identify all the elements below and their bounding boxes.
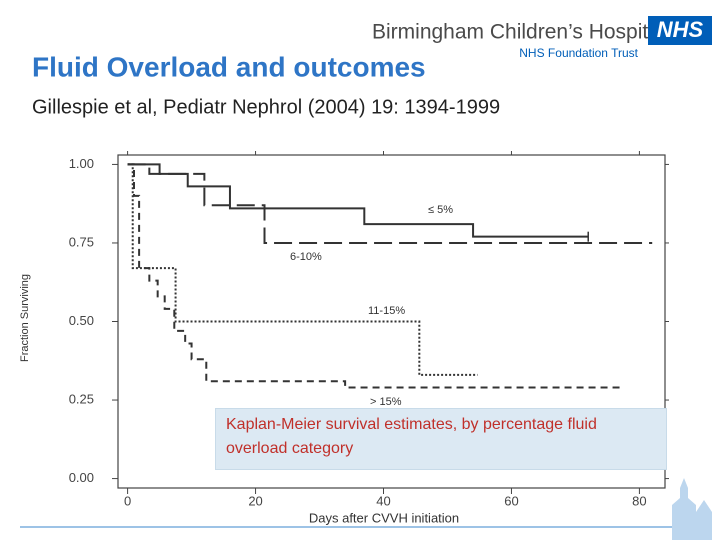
series-label: ≤ 5% xyxy=(428,204,453,216)
hospital-icon xyxy=(672,478,712,540)
y-tick-label: 1.00 xyxy=(69,156,94,171)
y-tick-label: 0.50 xyxy=(69,313,94,328)
y-tick-label: 0.25 xyxy=(69,391,94,406)
y-axis-label: Fraction Surviving xyxy=(19,274,31,362)
survival-curve xyxy=(127,163,589,238)
y-tick-label: 0.00 xyxy=(69,470,94,485)
slide-title: Fluid Overload and outcomes xyxy=(32,51,426,82)
series-label: > 15% xyxy=(370,396,402,408)
x-tick-label: 60 xyxy=(504,493,518,508)
survival-curve xyxy=(127,163,653,244)
series-label: 11-15% xyxy=(368,305,405,317)
survival-curve xyxy=(127,163,621,389)
annotation-box: Kaplan-Meier survival estimates, by perc… xyxy=(215,408,667,470)
x-tick-label: 20 xyxy=(248,493,262,508)
x-axis-label: Days after CVVH initiation xyxy=(309,510,459,525)
nhs-text: NHS xyxy=(657,17,704,42)
citation: Gillespie et al, Pediatr Nephrol (2004) … xyxy=(32,96,500,118)
x-tick-label: 0 xyxy=(124,493,131,508)
trust-name: NHS Foundation Trust xyxy=(519,46,638,60)
nhs-logo xyxy=(648,16,712,45)
x-tick-label: 40 xyxy=(376,493,390,508)
x-tick-label: 80 xyxy=(632,493,646,508)
hospital-name: Birmingham Children’s Hospital xyxy=(372,21,665,44)
series-label: 6-10% xyxy=(290,251,322,263)
y-tick-label: 0.75 xyxy=(69,234,94,249)
survival-curve xyxy=(127,163,478,376)
